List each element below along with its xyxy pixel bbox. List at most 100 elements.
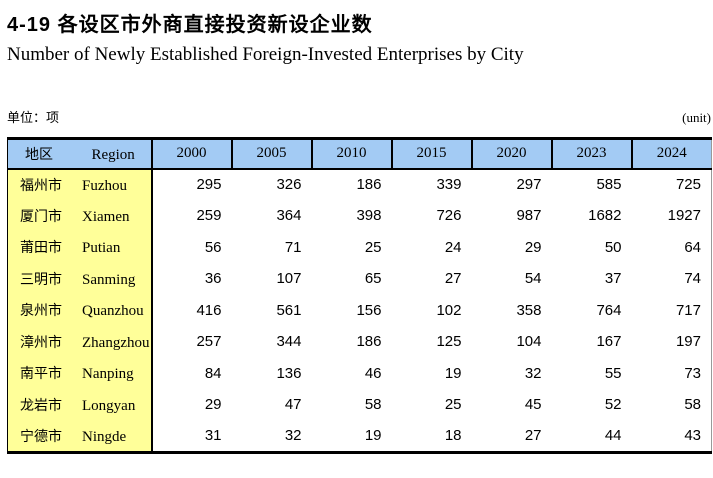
value-cell: 364 [276,207,302,225]
region-name-zh: 莆田市 [20,239,62,256]
value-cell: 56 [204,238,222,256]
value-cell: 29 [524,238,542,256]
value-cell: 25 [364,238,382,256]
table-row: 厦门市 Xiamen 259 364 398 726 987 1682 1927 [7,200,712,232]
value-cell: 54 [524,270,542,288]
value-cell: 1927 [667,207,701,225]
value-cell: 52 [604,396,622,414]
region-header-zh: 地区 [25,145,53,162]
table-row: 福州市 Fuzhou 295 326 186 339 297 585 725 [7,168,712,200]
value-cell: 58 [364,396,382,414]
year-column-header: 2020 [470,138,552,170]
value-cell: 102 [436,301,462,319]
value-cell: 84 [204,364,222,382]
value-cell: 186 [356,176,382,194]
region-name-zh: 南平市 [20,365,62,382]
region-cell: 龙岩市 Longyan [7,389,153,421]
region-cell-inner: 宁德市 Ningde [9,428,126,445]
region-header-cell: 地区 Region [7,138,152,170]
value-cell: 295 [196,176,222,194]
value-cell: 44 [604,427,622,444]
region-name-en: Xiamen [82,208,130,225]
value-cell: 74 [684,270,701,288]
value-cell: 104 [516,333,542,351]
region-cell: 泉州市 Quanzhou [7,294,153,326]
region-name-en: Putian [82,240,121,257]
value-cell: 358 [516,301,542,319]
page: 4-19 各设区市外商直接投资新设企业数 Number of Newly Est… [7,14,712,454]
region-name-en: Ningde [82,428,127,445]
region-cell: 莆田市 Putian [7,231,153,263]
value-cell: 19 [444,364,462,382]
value-cell: 561 [276,301,302,319]
unit-row: 单位：项 (unit) [7,107,711,126]
value-cell: 326 [276,176,302,194]
table-head: 地区 Region 2000 2005 2010 2015 2020 2023 2024 [7,138,712,170]
value-cell: 339 [436,176,462,194]
region-name-zh: 宁德市 [20,427,62,444]
table-row: 龙岩市 Longyan 29 47 58 25 45 52 58 [7,389,712,421]
year-column-header: 2023 [550,138,632,170]
value-cell: 64 [684,238,701,256]
value-cell: 1682 [588,207,622,225]
region-name-zh: 三明市 [20,270,62,287]
value-cell: 73 [684,364,701,382]
value-cell: 47 [284,396,302,414]
table-row: 三明市 Sanming 36 107 65 27 54 37 74 [7,263,712,295]
region-cell-inner: 福州市 Fuzhou [9,177,127,194]
value-cell: 987 [516,207,542,225]
value-cell: 71 [284,238,302,256]
value-cell: 297 [516,176,542,194]
value-cell: 32 [524,364,542,382]
unit-label: 单位：项 [7,110,60,125]
region-cell: 厦门市 Xiamen [7,200,153,232]
region-name-en: Quanzhou [82,303,144,320]
table-row: 南平市 Nanping 84 136 46 19 32 55 73 [7,357,712,389]
value-cell: 55 [604,364,622,382]
value-cell: 25 [444,396,462,414]
value-cell: 398 [356,207,382,225]
value-cell: 107 [276,270,302,288]
value-cell: 18 [444,427,462,444]
region-cell-inner: 泉州市 Quanzhou [9,302,144,319]
region-name-zh: 厦门市 [20,207,62,224]
value-cell: 32 [284,427,302,444]
value-cell: 257 [196,333,222,351]
region-cell-inner: 莆田市 Putian [9,239,120,256]
year-column-header: 2015 [390,138,472,170]
value-cell: 43 [684,427,701,444]
region-cell-inner: 南平市 Nanping [9,365,134,382]
year-column-header: 2010 [310,138,392,170]
value-cell: 50 [604,238,622,256]
region-name-zh: 福州市 [20,176,62,193]
region-header-inner: 地区 Region [9,146,135,163]
region-cell: 漳州市 Zhangzhou [7,326,153,358]
region-cell: 宁德市 Ningde [7,420,153,452]
region-name-en: Nanping [82,366,134,383]
value-cell: 764 [596,301,622,319]
table-header-row: 地区 Region 2000 2005 2010 2015 2020 2023 2024 [7,138,712,170]
region-cell-inner: 厦门市 Xiamen [9,208,129,225]
table-row: 漳州市 Zhangzhou 257 344 186 125 104 167 197 [7,326,712,358]
region-cell: 福州市 Fuzhou [7,168,153,200]
value-cell: 136 [276,364,302,382]
region-name-zh: 泉州市 [20,302,62,319]
value-cell: 725 [675,176,701,194]
table-row: 宁德市 Ningde 31 32 19 18 27 44 43 [7,420,712,452]
region-cell-inner: 漳州市 Zhangzhou [9,334,149,351]
region-name-zh: 龙岩市 [20,396,62,413]
region-cell: 三明市 Sanming [7,263,153,295]
value-cell: 24 [444,238,462,256]
value-cell: 19 [364,427,382,444]
region-cell-inner: 龙岩市 Longyan [9,397,135,414]
region-cell-inner: 三明市 Sanming [9,271,135,288]
value-cell: 29 [204,396,222,414]
region-name-en: Fuzhou [82,177,127,194]
value-cell: 37 [604,270,622,288]
value-cell: 585 [596,176,622,194]
value-cell: 125 [436,333,462,351]
page-title: 4-19 各设区市外商直接投资新设企业数 [7,14,373,36]
value-cell: 27 [444,270,462,288]
value-cell: 58 [684,396,701,414]
value-cell: 186 [356,333,382,351]
